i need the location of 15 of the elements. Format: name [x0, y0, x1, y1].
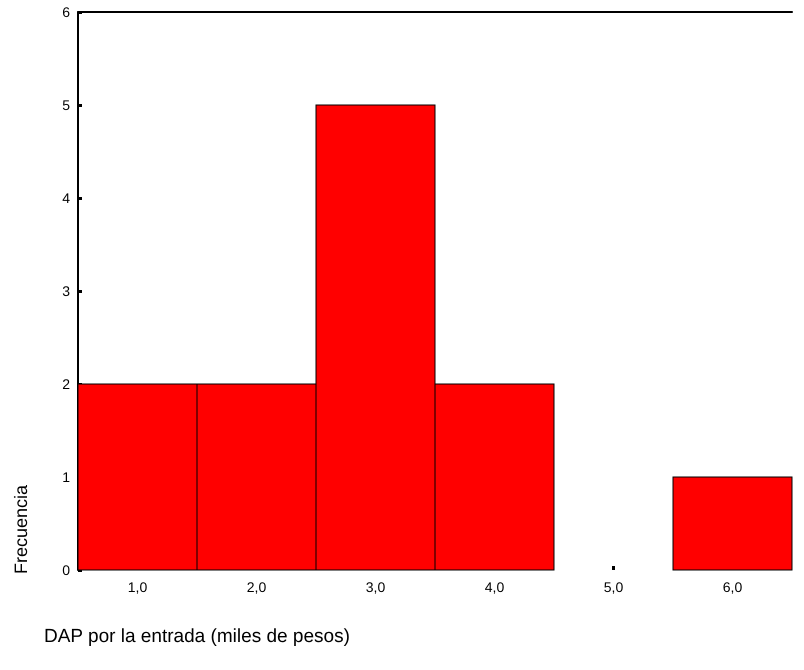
x-axis-title: DAP por la entrada (miles de pesos) — [44, 626, 350, 647]
x-tick-label: 2,0 — [246, 579, 266, 595]
y-tick-label: 5 — [62, 97, 70, 113]
y-tick-label: 3 — [62, 283, 70, 299]
x-tick-label: 5,0 — [604, 579, 624, 595]
y-tick-label: 2 — [62, 376, 70, 392]
x-tick-label: 1,0 — [128, 579, 148, 595]
x-tick-label: 6,0 — [722, 579, 742, 595]
x-tick-label: 4,0 — [484, 579, 504, 595]
y-axis-title: Frecuencia — [11, 484, 31, 574]
y-tick-label: 4 — [62, 190, 70, 206]
y-tick-label: 1 — [62, 469, 70, 485]
y-tick-label: 6 — [62, 4, 70, 20]
x-tick-label: 3,0 — [366, 579, 386, 595]
y-tick-label: 0 — [62, 562, 70, 578]
